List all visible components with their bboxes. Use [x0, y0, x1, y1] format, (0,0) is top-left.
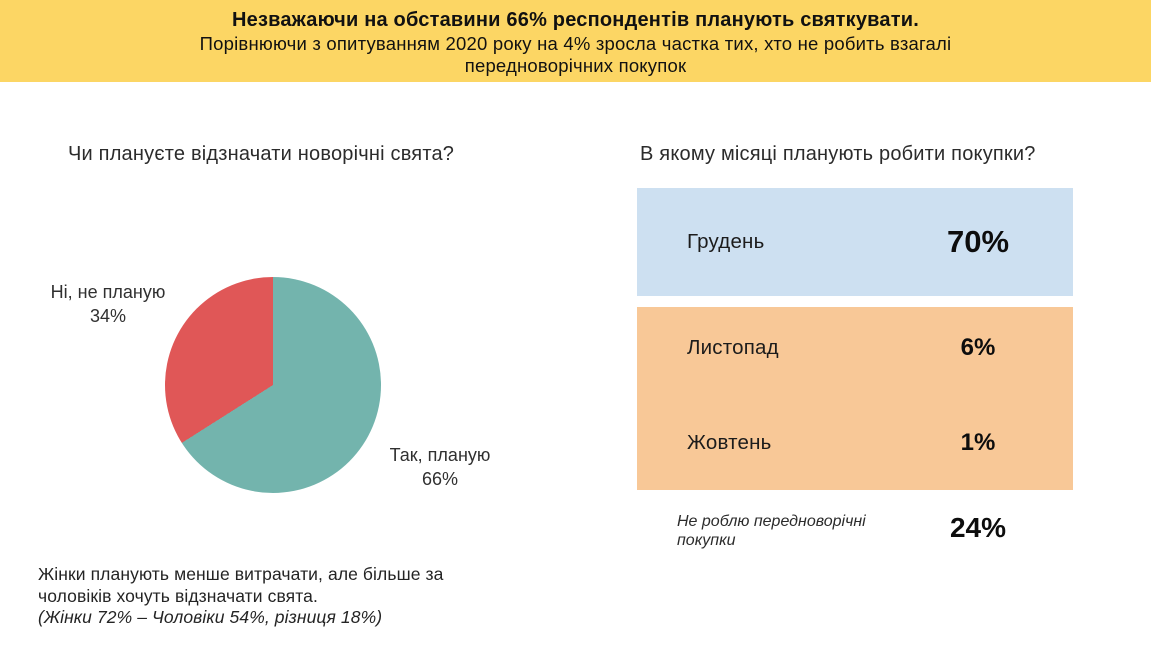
- pie-yes-label-text: Так, планую: [389, 445, 491, 465]
- no-shopping-label-line2: покупки: [677, 532, 736, 549]
- header-subtitle-line2: передноворічних покупок: [464, 55, 687, 76]
- gender-note-line3: (Жінки 72% – Чоловіки 54%, різниця 18%): [38, 607, 383, 627]
- november-pct: 6%: [960, 334, 996, 361]
- october-row: Жовтень 1%: [637, 426, 1073, 460]
- pie-no-pct: 34%: [89, 306, 127, 326]
- pie-question-title: Чи плануєте відзначати новорічні свята?: [68, 143, 455, 165]
- pie-chart: [165, 277, 381, 493]
- pie-no-label-text: Ні, не планую: [50, 282, 166, 302]
- pie-yes-pct: 66%: [421, 469, 459, 489]
- header-subtitle-line1: Порівнюючи з опитуванням 2020 року на 4%…: [199, 33, 952, 54]
- december-box: Грудень 70%: [637, 188, 1073, 296]
- months-question-title: В якому місяці планують робити покупки?: [640, 143, 1036, 165]
- pie-slice-label-yes: Так, планую 66%: [355, 443, 525, 491]
- october-label: Жовтень: [687, 431, 772, 454]
- october-pct: 1%: [960, 429, 996, 456]
- november-row: Листопад 6%: [637, 331, 1073, 365]
- november-label: Листопад: [687, 336, 779, 359]
- header-banner: Незважаючи на обставини 66% респондентів…: [0, 0, 1151, 82]
- december-label: Грудень: [687, 230, 765, 253]
- pie-slice-label-no: Ні, не планую 34%: [23, 280, 193, 328]
- gender-note: Жінки планують менше витрачати, але біль…: [38, 564, 538, 629]
- no-shopping-label: Не роблю передноворічні покупки: [677, 512, 866, 550]
- no-shopping-row: Не роблю передноворічні покупки 24%: [637, 500, 1073, 555]
- header-title: Незважаючи на обставини 66% респондентів…: [232, 9, 919, 31]
- autumn-box: Листопад 6% Жовтень 1%: [637, 307, 1073, 490]
- gender-note-line1: Жінки планують менше витрачати, але біль…: [38, 564, 444, 584]
- december-pct: 70%: [946, 224, 1010, 259]
- december-row: Грудень 70%: [637, 224, 1073, 259]
- gender-note-line2: чоловіків хочуть відзначати свята.: [38, 585, 318, 606]
- no-shopping-label-line1: Не роблю передноворічні: [677, 513, 866, 530]
- no-shopping-pct: 24%: [949, 511, 1007, 543]
